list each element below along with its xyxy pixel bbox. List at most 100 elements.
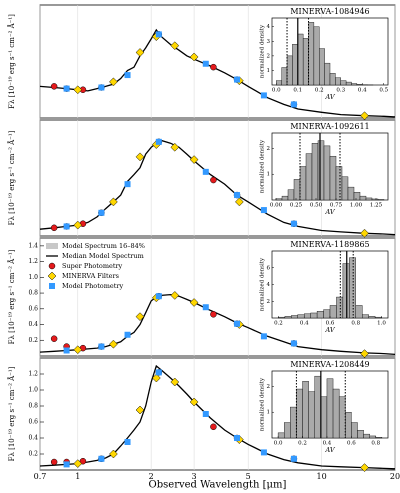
histogram-bar xyxy=(324,62,331,86)
histogram-bar xyxy=(308,22,315,86)
inset-x-tick-label: 0.4 xyxy=(300,321,309,327)
inset-y-tick-label: 2 xyxy=(267,299,271,305)
photometry-point xyxy=(155,138,162,145)
histogram-bar xyxy=(335,166,343,201)
histogram-bar xyxy=(287,189,295,201)
photometry-point xyxy=(360,111,369,121)
histogram-bar xyxy=(341,176,349,201)
photometry-point xyxy=(109,77,118,87)
histogram-bar xyxy=(329,155,337,201)
photometry-point xyxy=(109,449,118,459)
photometry-point xyxy=(360,228,369,238)
photometry-point xyxy=(170,291,180,300)
photometry-point xyxy=(135,312,145,322)
photometry-point xyxy=(234,320,241,327)
photometry-point xyxy=(170,142,180,152)
x-tick-label: 3 xyxy=(192,472,197,481)
histogram-bar xyxy=(314,375,322,439)
histogram-bar xyxy=(371,198,379,201)
photometry-point xyxy=(290,220,297,227)
histogram-bar xyxy=(359,195,367,201)
photometry-point xyxy=(109,197,118,207)
photometry-point xyxy=(234,76,241,83)
histogram-bar xyxy=(374,316,382,319)
histogram-bar xyxy=(284,316,292,319)
histogram-bar xyxy=(323,309,331,319)
photometry-point xyxy=(135,405,145,415)
histogram-bar xyxy=(317,140,325,201)
y-tick-label: 0.4 xyxy=(28,321,38,328)
inset-x-tick-label: 0.25 xyxy=(290,203,303,209)
photometry-point xyxy=(202,411,209,417)
photometry-point xyxy=(260,92,267,99)
y-axis-label: Fλ [10⁻¹⁹ erg s⁻¹ cm⁻² Å⁻¹] xyxy=(7,130,16,225)
photometry-point xyxy=(73,459,83,468)
histogram-bar xyxy=(377,199,385,201)
histogram-bar xyxy=(302,381,309,439)
histogram-bar xyxy=(278,316,286,319)
histogram-bar xyxy=(329,305,337,319)
histogram-bar xyxy=(369,435,376,439)
histogram-bar xyxy=(286,55,293,86)
histogram-bar xyxy=(336,296,344,319)
y-tick-label: 1.0 xyxy=(28,387,38,394)
histogram-bar xyxy=(342,263,350,319)
photometry-point xyxy=(170,41,180,51)
histogram-bar xyxy=(297,33,304,86)
inset-y-label: normalized density xyxy=(260,24,266,78)
inset-x-tick-label: 0.3 xyxy=(336,88,345,94)
histogram-bar xyxy=(365,197,373,201)
inset-title: MINERVA-1092611 xyxy=(290,122,369,131)
x-axis-label: Observed Wavelength [μm] xyxy=(149,480,287,491)
photometry-point xyxy=(63,85,70,92)
histogram-bar xyxy=(353,192,361,201)
photometry-point xyxy=(73,345,83,355)
histogram-bar xyxy=(311,143,319,201)
photometry-point xyxy=(234,435,241,441)
photometry-point xyxy=(260,207,267,214)
histogram-bar xyxy=(281,67,288,86)
y-tick-label: 0.6 xyxy=(28,305,38,312)
histogram-bar xyxy=(357,430,364,439)
legend-swatch xyxy=(49,283,55,289)
histogram-bar xyxy=(349,257,356,319)
inset-y-label: normalized density xyxy=(260,257,266,311)
histogram-bar xyxy=(351,83,358,86)
y-tick-label: 0.2 xyxy=(28,451,38,458)
histogram-bar xyxy=(290,406,297,439)
inset-x-tick-label: 0.6 xyxy=(347,441,356,447)
inset-y-tick-label: 4 xyxy=(267,282,271,288)
inset-x-label: AV xyxy=(324,93,335,101)
histogram-bar xyxy=(351,422,358,439)
y-axis-label: Fλ [10⁻¹⁹ erg s⁻¹ cm⁻² Å⁻¹] xyxy=(7,249,16,344)
inset-y-tick-label: 1 xyxy=(267,410,271,416)
photometry-point xyxy=(210,63,217,71)
histogram-bar xyxy=(319,48,325,86)
inset-x-tick-label: 0.0 xyxy=(274,441,283,447)
histogram-bar xyxy=(281,195,289,201)
photometry-point xyxy=(79,457,87,465)
y-axis-label: Fλ [10⁻¹⁹ erg s⁻¹ cm⁻² Å⁻¹] xyxy=(7,366,16,461)
photometry-point xyxy=(290,340,297,347)
photometry-point xyxy=(202,304,209,311)
photometry-point xyxy=(135,152,145,162)
photometry-point xyxy=(124,439,131,445)
y-tick-label: 0.8 xyxy=(28,403,38,410)
inset-x-tick-label: 1.25 xyxy=(370,203,383,209)
photometry-point xyxy=(63,223,70,230)
photometry-point xyxy=(260,333,267,340)
legend-label: Model Spectrum 16–84% xyxy=(62,242,145,250)
photometry-point xyxy=(170,377,180,387)
inset-x-tick-label: 0.4 xyxy=(358,88,367,94)
photometry-point xyxy=(124,331,131,338)
inset-x-tick-label: 0.8 xyxy=(371,441,380,447)
photometry-point xyxy=(98,455,105,462)
histogram-bar xyxy=(308,391,315,439)
inset-x-tick-label: 1.00 xyxy=(350,203,363,209)
histogram-bar xyxy=(310,312,318,319)
inset-y-label: normalized density xyxy=(260,139,266,193)
photometry-point xyxy=(360,349,369,358)
y-tick-label: 1.2 xyxy=(28,258,38,265)
